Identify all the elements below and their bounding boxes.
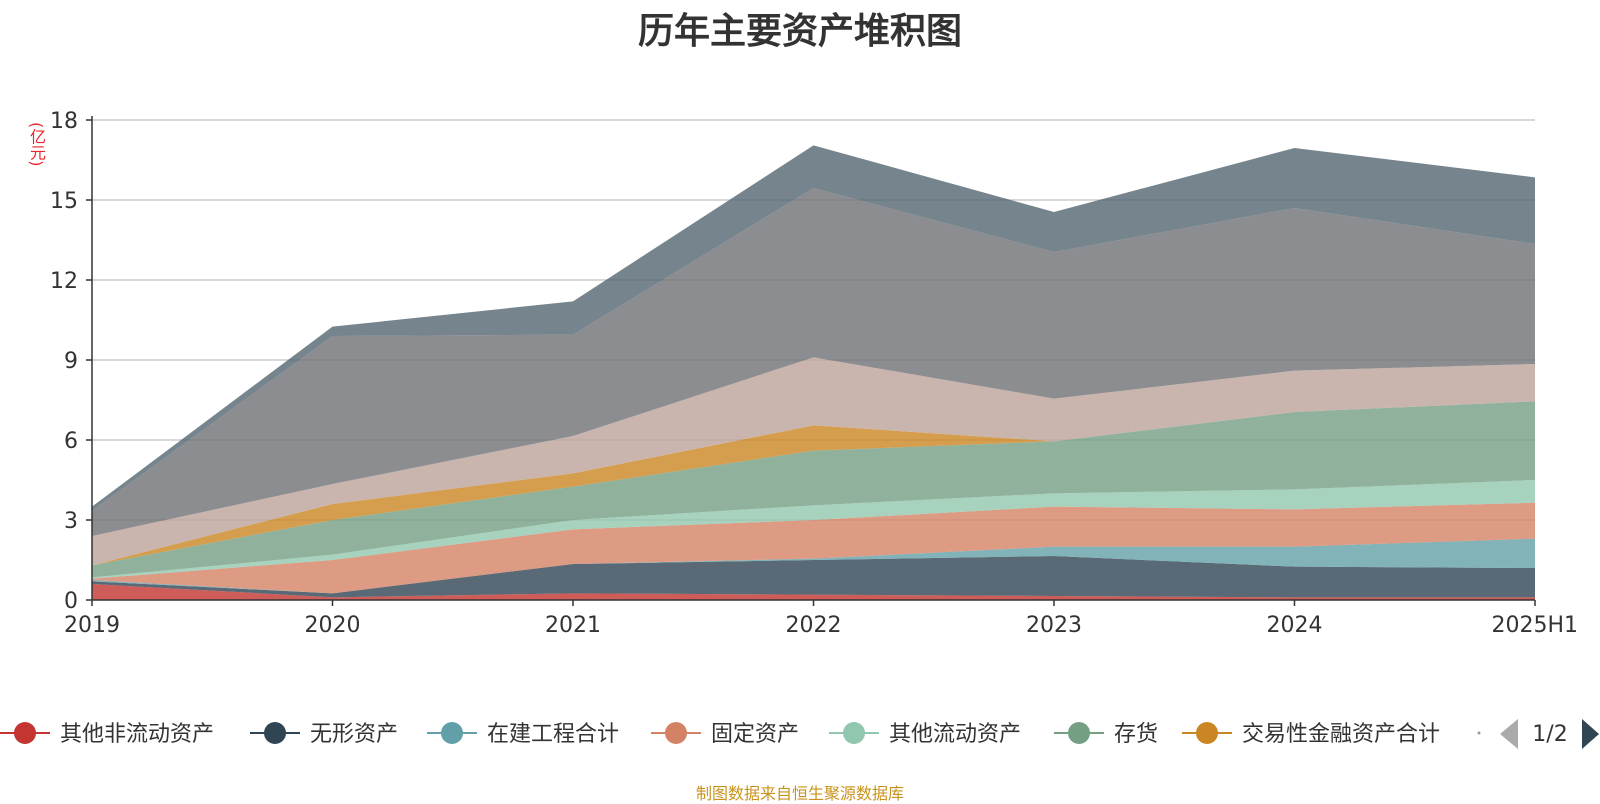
legend-marker [665,722,687,744]
legend-marker [441,722,463,744]
legend[interactable]: 其他非流动资产 无形资产 在建工程合计 固定资产 其他流动资产 存货 交易性金融资产合计 1/… [0,719,1599,749]
legend-marker [843,722,865,744]
legend-label: 在建工程合计 [487,722,619,747]
legend-label: 固定资产 [711,722,799,747]
legend-item-5[interactable]: 存货 [1054,722,1158,747]
area-series-5 [92,401,1535,578]
legend-label: 其他非流动资产 [60,722,214,747]
legend-label: 交易性金融资产合计 [1242,722,1440,747]
x-tick-label: 2022 [786,613,842,638]
legend-marker [264,722,286,744]
axes: 0 3 6 9 12 15 18 2019 2020 2021 2022 2023 2024 2025H1 [50,109,1578,638]
legend-marker [14,722,36,744]
area-series-3 [92,502,1535,594]
legend-overflow-dot [1477,731,1481,735]
area-series-6 [92,401,1535,566]
area-series-unnamed-9 [92,145,1535,511]
y-tick-label: 9 [64,349,78,374]
legend-item-2[interactable]: 在建工程合计 [427,722,619,747]
area-series-2 [92,538,1535,594]
legend-label: 其他流动资产 [889,722,1021,747]
legend-item-1[interactable]: 无形资产 [250,722,398,747]
y-axis-unit-label: (亿元) [27,122,46,167]
legend-marker [1068,722,1090,744]
y-tick-label: 15 [50,189,78,214]
y-tick-label: 18 [50,109,78,134]
chart-title: 历年主要资产堆积图 [637,11,962,52]
legend-next-page-icon[interactable] [1582,719,1599,749]
legend-item-6[interactable]: 交易性金融资产合计 [1182,722,1440,747]
x-tick-label: 2020 [305,613,361,638]
legend-marker [1196,722,1218,744]
y-tick-label: 12 [50,269,78,294]
legend-item-0[interactable]: 其他非流动资产 [0,722,214,747]
x-tick-label: 2021 [545,613,601,638]
area-series-unnamed-7 [92,357,1535,566]
y-tick-label: 3 [64,509,78,534]
x-tick-label: 2024 [1267,613,1323,638]
legend-item-3[interactable]: 固定资产 [651,722,799,747]
area-series-1 [92,556,1535,598]
area-series-unnamed-8 [92,188,1535,536]
area-series-0 [92,584,1535,600]
legend-page-indicator: 1/2 [1532,722,1567,747]
legend-item-4[interactable]: 其他流动资产 [829,722,1021,747]
legend-label: 无形资产 [310,722,398,747]
source-note: 制图数据来自恒生聚源数据库 [695,784,904,803]
area-series-layer [92,145,1535,600]
legend-label: 存货 [1114,722,1158,747]
area-series-4 [92,480,1535,579]
x-tick-label: 2023 [1026,613,1082,638]
y-tick-label: 0 [64,589,78,614]
x-tick-label: 2025H1 [1491,613,1578,638]
legend-prev-page-icon[interactable] [1500,719,1518,749]
x-tick-label: 2019 [64,613,120,638]
y-tick-label: 6 [64,429,78,454]
